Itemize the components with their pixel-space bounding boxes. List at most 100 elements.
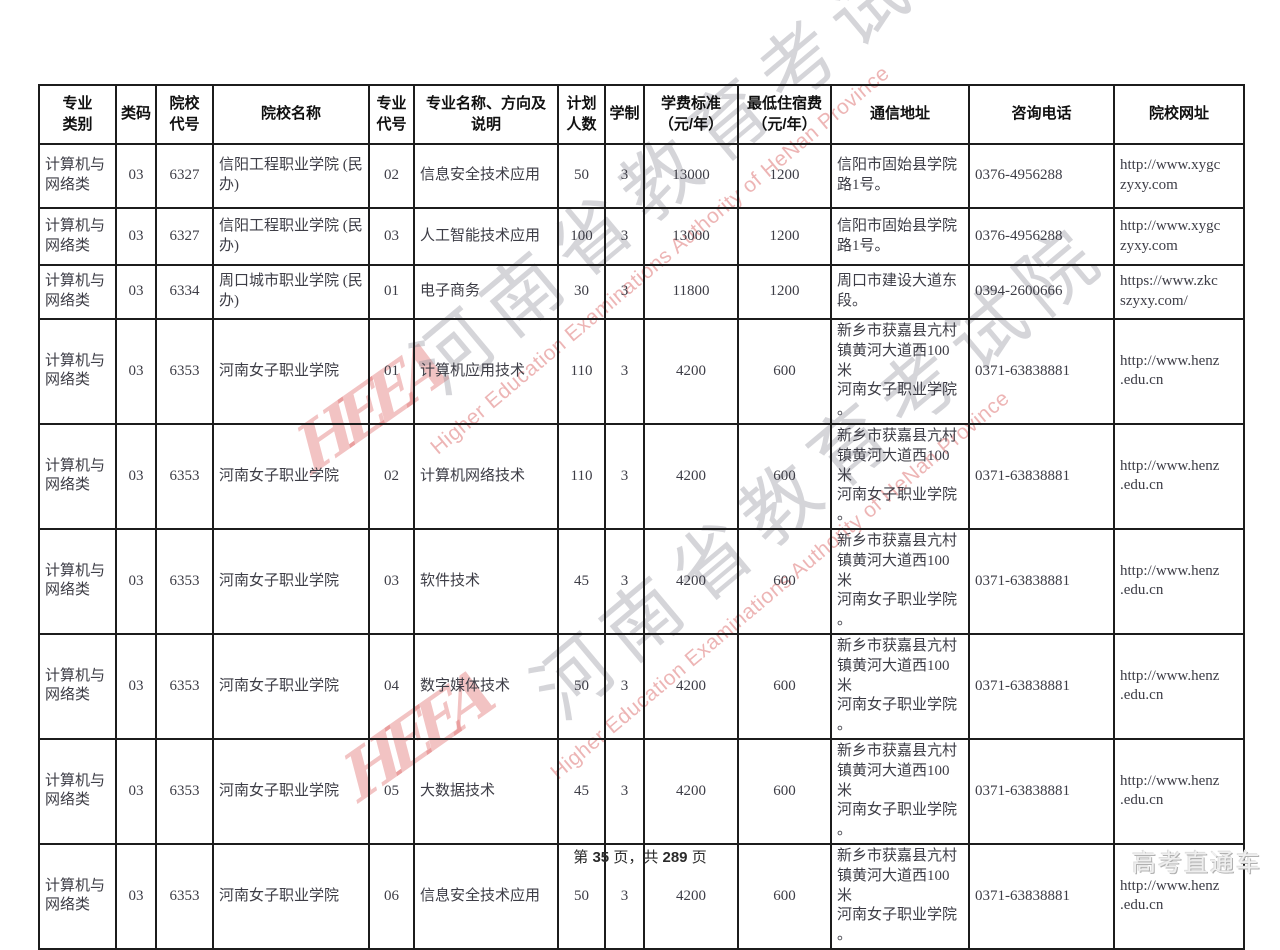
table-cell: 计算机网络技术 [413, 422, 559, 530]
table-cell: 1200 [737, 143, 832, 209]
table-cell: 计算机与 网络类 [38, 632, 117, 740]
table-cell: 45 [557, 737, 606, 845]
table-cell: 新乡市获嘉县亢村 镇黄河大道西100米 河南女子职业学院 。 [830, 422, 970, 530]
table-cell: 0371-63838881 [968, 527, 1115, 635]
table-cell: 4200 [643, 527, 739, 635]
table-cell: 13000 [643, 143, 739, 209]
page-number-indicator: 第 35 页，共 289 页 [0, 846, 1280, 867]
table-cell: 4200 [643, 737, 739, 845]
table-cell: 计算机与 网络类 [38, 527, 117, 635]
page-info-suffix: 页 [687, 849, 707, 866]
table-cell: http://www.henz .edu.cn [1113, 737, 1245, 845]
admissions-table: 专业 类别 类码 院校 代号 院校名称 专业 代号 专业名称、方向及 说明 计划 人数 学制学… [38, 84, 1245, 950]
table-cell: 03 [115, 318, 157, 425]
page-info-current: 35 [592, 849, 610, 866]
table-row: 计算机与 网络类 03 6353 河南女子职业学院 01 计算机应用技术 110 3 4200 6… [38, 318, 1245, 425]
table-cell: 信阳市固始县学院 路1号。 [830, 207, 970, 266]
column-header: 院校网址 [1113, 84, 1245, 145]
table-cell: 6327 [155, 207, 214, 266]
table-cell: 03 [115, 737, 157, 845]
table-row: 计算机与 网络类 03 6353 河南女子职业学院 04 数字媒体技术 50 3 4200 600… [38, 632, 1245, 740]
table-cell: 6353 [155, 737, 214, 845]
column-header: 院校 代号 [155, 84, 214, 145]
table-cell: 01 [368, 318, 415, 425]
table-cell: 45 [557, 527, 606, 635]
table-row: 计算机与 网络类 03 6327 信阳工程职业学院 (民 办) 03 人工智能技术应用 10… [38, 207, 1245, 266]
table-cell: 3 [604, 318, 645, 425]
table-cell: 6353 [155, 632, 214, 740]
table-cell: 信阳工程职业学院 (民 办) [212, 207, 370, 266]
table-cell: 6353 [155, 318, 214, 425]
table-cell: 信阳市固始县学院 路1号。 [830, 143, 970, 209]
table-cell: 新乡市获嘉县亢村 镇黄河大道西100米 河南女子职业学院 。 [830, 632, 970, 740]
table-cell: 计算机应用技术 [413, 318, 559, 425]
table-cell: 0394-2600666 [968, 264, 1115, 320]
table-row: 计算机与 网络类 03 6353 河南女子职业学院 03 软件技术 45 3 4200 600 新乡… [38, 527, 1245, 635]
page-info-prefix: 第 [573, 849, 593, 866]
gaokao-brand-watermark: 高考直通车 [1132, 850, 1262, 877]
table-cell: 计算机与 网络类 [38, 318, 117, 425]
table-cell: 数字媒体技术 [413, 632, 559, 740]
table-head: 专业 类别 类码 院校 代号 院校名称 专业 代号 专业名称、方向及 说明 计划 人数 学制学… [38, 84, 1245, 145]
column-header: 通信地址 [830, 84, 970, 145]
table-cell: 3 [604, 632, 645, 740]
table-cell: 人工智能技术应用 [413, 207, 559, 266]
table-cell: 计算机与 网络类 [38, 737, 117, 845]
table-cell: 03 [115, 527, 157, 635]
table-cell: 信息安全技术应用 [413, 143, 559, 209]
table-cell: 11800 [643, 264, 739, 320]
table-cell: 03 [115, 264, 157, 320]
column-header: 学制 [604, 84, 645, 145]
table-cell: 03 [368, 207, 415, 266]
table-cell: 大数据技术 [413, 737, 559, 845]
table-cell: 3 [604, 422, 645, 530]
table-cell: 4200 [643, 318, 739, 425]
table-cell: 600 [737, 527, 832, 635]
table-cell: 03 [115, 632, 157, 740]
table-cell: 6327 [155, 143, 214, 209]
table-cell: 02 [368, 143, 415, 209]
table-cell: 河南女子职业学院 [212, 527, 370, 635]
table-cell: 3 [604, 264, 645, 320]
column-header: 最低住宿费 （元/年） [737, 84, 832, 145]
table-cell: 03 [115, 422, 157, 530]
table-cell: 100 [557, 207, 606, 266]
table-cell: 50 [557, 632, 606, 740]
table-cell: 电子商务 [413, 264, 559, 320]
table-cell: 河南女子职业学院 [212, 737, 370, 845]
table-cell: 0371-63838881 [968, 632, 1115, 740]
table-cell: 600 [737, 422, 832, 530]
table-cell: 0376-4956288 [968, 143, 1115, 209]
table-cell: 新乡市获嘉县亢村 镇黄河大道西100米 河南女子职业学院 。 [830, 318, 970, 425]
table-cell: http://www.henz .edu.cn [1113, 318, 1245, 425]
table-cell: http://www.xygc zyxy.com [1113, 207, 1245, 266]
table-cell: 6334 [155, 264, 214, 320]
table-cell: 03 [368, 527, 415, 635]
table-cell: http://www.xygc zyxy.com [1113, 143, 1245, 209]
table-header-row: 专业 类别 类码 院校 代号 院校名称 专业 代号 专业名称、方向及 说明 计划 人数 学制学… [38, 84, 1245, 145]
table-cell: 0376-4956288 [968, 207, 1115, 266]
table-cell: 600 [737, 318, 832, 425]
table-cell: 河南女子职业学院 [212, 632, 370, 740]
table-cell: 6353 [155, 422, 214, 530]
table-cell: 110 [557, 422, 606, 530]
table-body: 计算机与 网络类 03 6327 信阳工程职业学院 (民 办) 02 信息安全技术应用 50… [38, 143, 1245, 950]
table-cell: 600 [737, 632, 832, 740]
table-cell: 04 [368, 632, 415, 740]
table-cell: 0371-63838881 [968, 318, 1115, 425]
table-cell: 计算机与 网络类 [38, 264, 117, 320]
column-header: 计划 人数 [557, 84, 606, 145]
table-cell: 新乡市获嘉县亢村 镇黄河大道西100米 河南女子职业学院 。 [830, 737, 970, 845]
table-cell: 周口市建设大道东 段。 [830, 264, 970, 320]
column-header: 专业 代号 [368, 84, 415, 145]
table-cell: 3 [604, 527, 645, 635]
table-cell: 3 [604, 737, 645, 845]
column-header: 院校名称 [212, 84, 370, 145]
table-cell: 信阳工程职业学院 (民 办) [212, 143, 370, 209]
table-cell: 110 [557, 318, 606, 425]
table-cell: 4200 [643, 422, 739, 530]
table-row: 计算机与 网络类 03 6353 河南女子职业学院 02 计算机网络技术 110 3 4200 6… [38, 422, 1245, 530]
table-cell: http://www.henz .edu.cn [1113, 422, 1245, 530]
column-header: 专业名称、方向及 说明 [413, 84, 559, 145]
